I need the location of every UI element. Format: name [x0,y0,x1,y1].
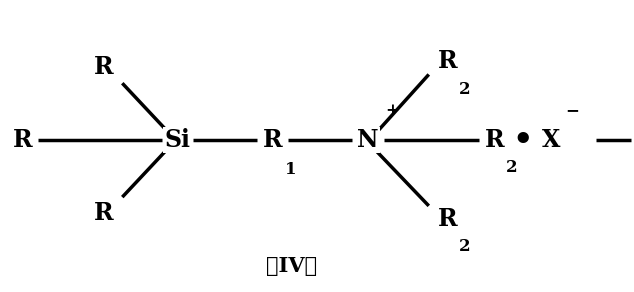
Text: R: R [93,55,113,79]
Text: R: R [93,201,113,225]
Text: 2: 2 [459,81,470,98]
Text: 2: 2 [459,238,470,255]
Text: R: R [438,207,458,231]
Text: R: R [485,128,504,152]
Text: +: + [385,102,399,119]
Text: 1: 1 [285,161,296,178]
Text: R: R [13,128,32,152]
Text: R: R [438,49,458,73]
Text: R: R [263,128,282,152]
Text: 2: 2 [506,159,517,176]
Text: X: X [542,128,561,152]
Text: −: − [565,102,579,119]
Text: （IV）: （IV） [266,256,317,276]
Text: •: • [513,125,533,156]
Text: N: N [357,128,378,152]
Text: Si: Si [164,128,191,152]
